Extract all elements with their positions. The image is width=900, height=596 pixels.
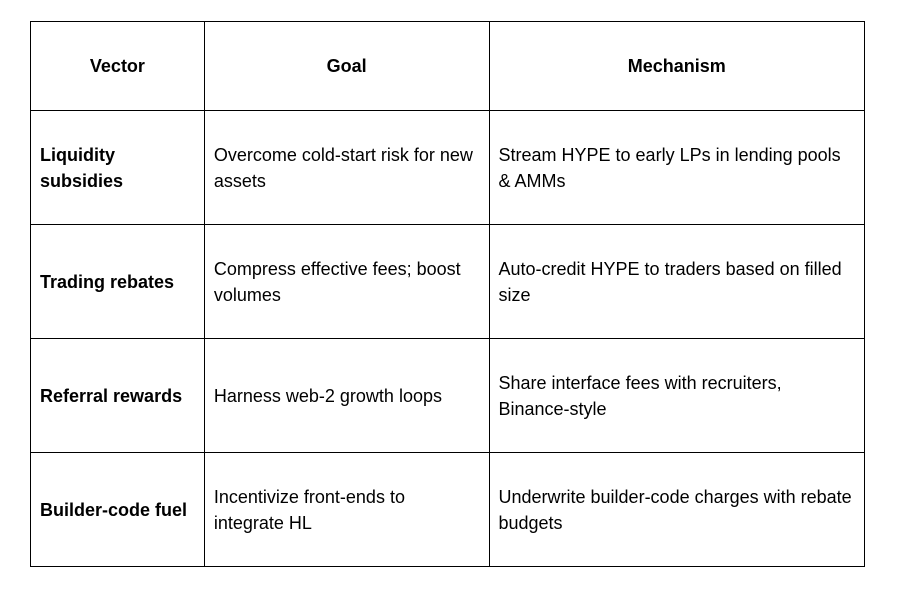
cell-goal: Overcome cold-start risk for new assets — [203, 110, 490, 225]
cell-vector: Liquidity subsidies — [30, 110, 205, 225]
cell-goal: Incentivize front-ends to integrate HL — [203, 452, 490, 567]
table-row: Referral rewards Harness web-2 growth lo… — [30, 338, 865, 453]
header-vector: Vector — [30, 21, 205, 111]
table-row: Builder-code fuel Incentivize front-ends… — [30, 452, 865, 567]
table-row: Liquidity subsidies Overcome cold-start … — [30, 110, 865, 225]
incentive-table: Vector Goal Mechanism Liquidity subsidie… — [30, 21, 865, 567]
cell-mechanism: Auto-credit HYPE to traders based on fil… — [488, 224, 865, 339]
cell-vector: Referral rewards — [30, 338, 205, 453]
cell-goal: Harness web-2 growth loops — [203, 338, 490, 453]
header-row: Vector Goal Mechanism — [30, 21, 865, 111]
cell-mechanism: Underwrite builder-code charges with reb… — [488, 452, 865, 567]
header-mechanism: Mechanism — [488, 21, 865, 111]
cell-vector: Builder-code fuel — [30, 452, 205, 567]
cell-vector: Trading rebates — [30, 224, 205, 339]
cell-goal: Compress effective fees; boost volumes — [203, 224, 490, 339]
cell-mechanism: Stream HYPE to early LPs in lending pool… — [488, 110, 865, 225]
cell-mechanism: Share interface fees with recruiters, Bi… — [488, 338, 865, 453]
header-goal: Goal — [203, 21, 490, 111]
table-row: Trading rebates Compress effective fees;… — [30, 224, 865, 339]
